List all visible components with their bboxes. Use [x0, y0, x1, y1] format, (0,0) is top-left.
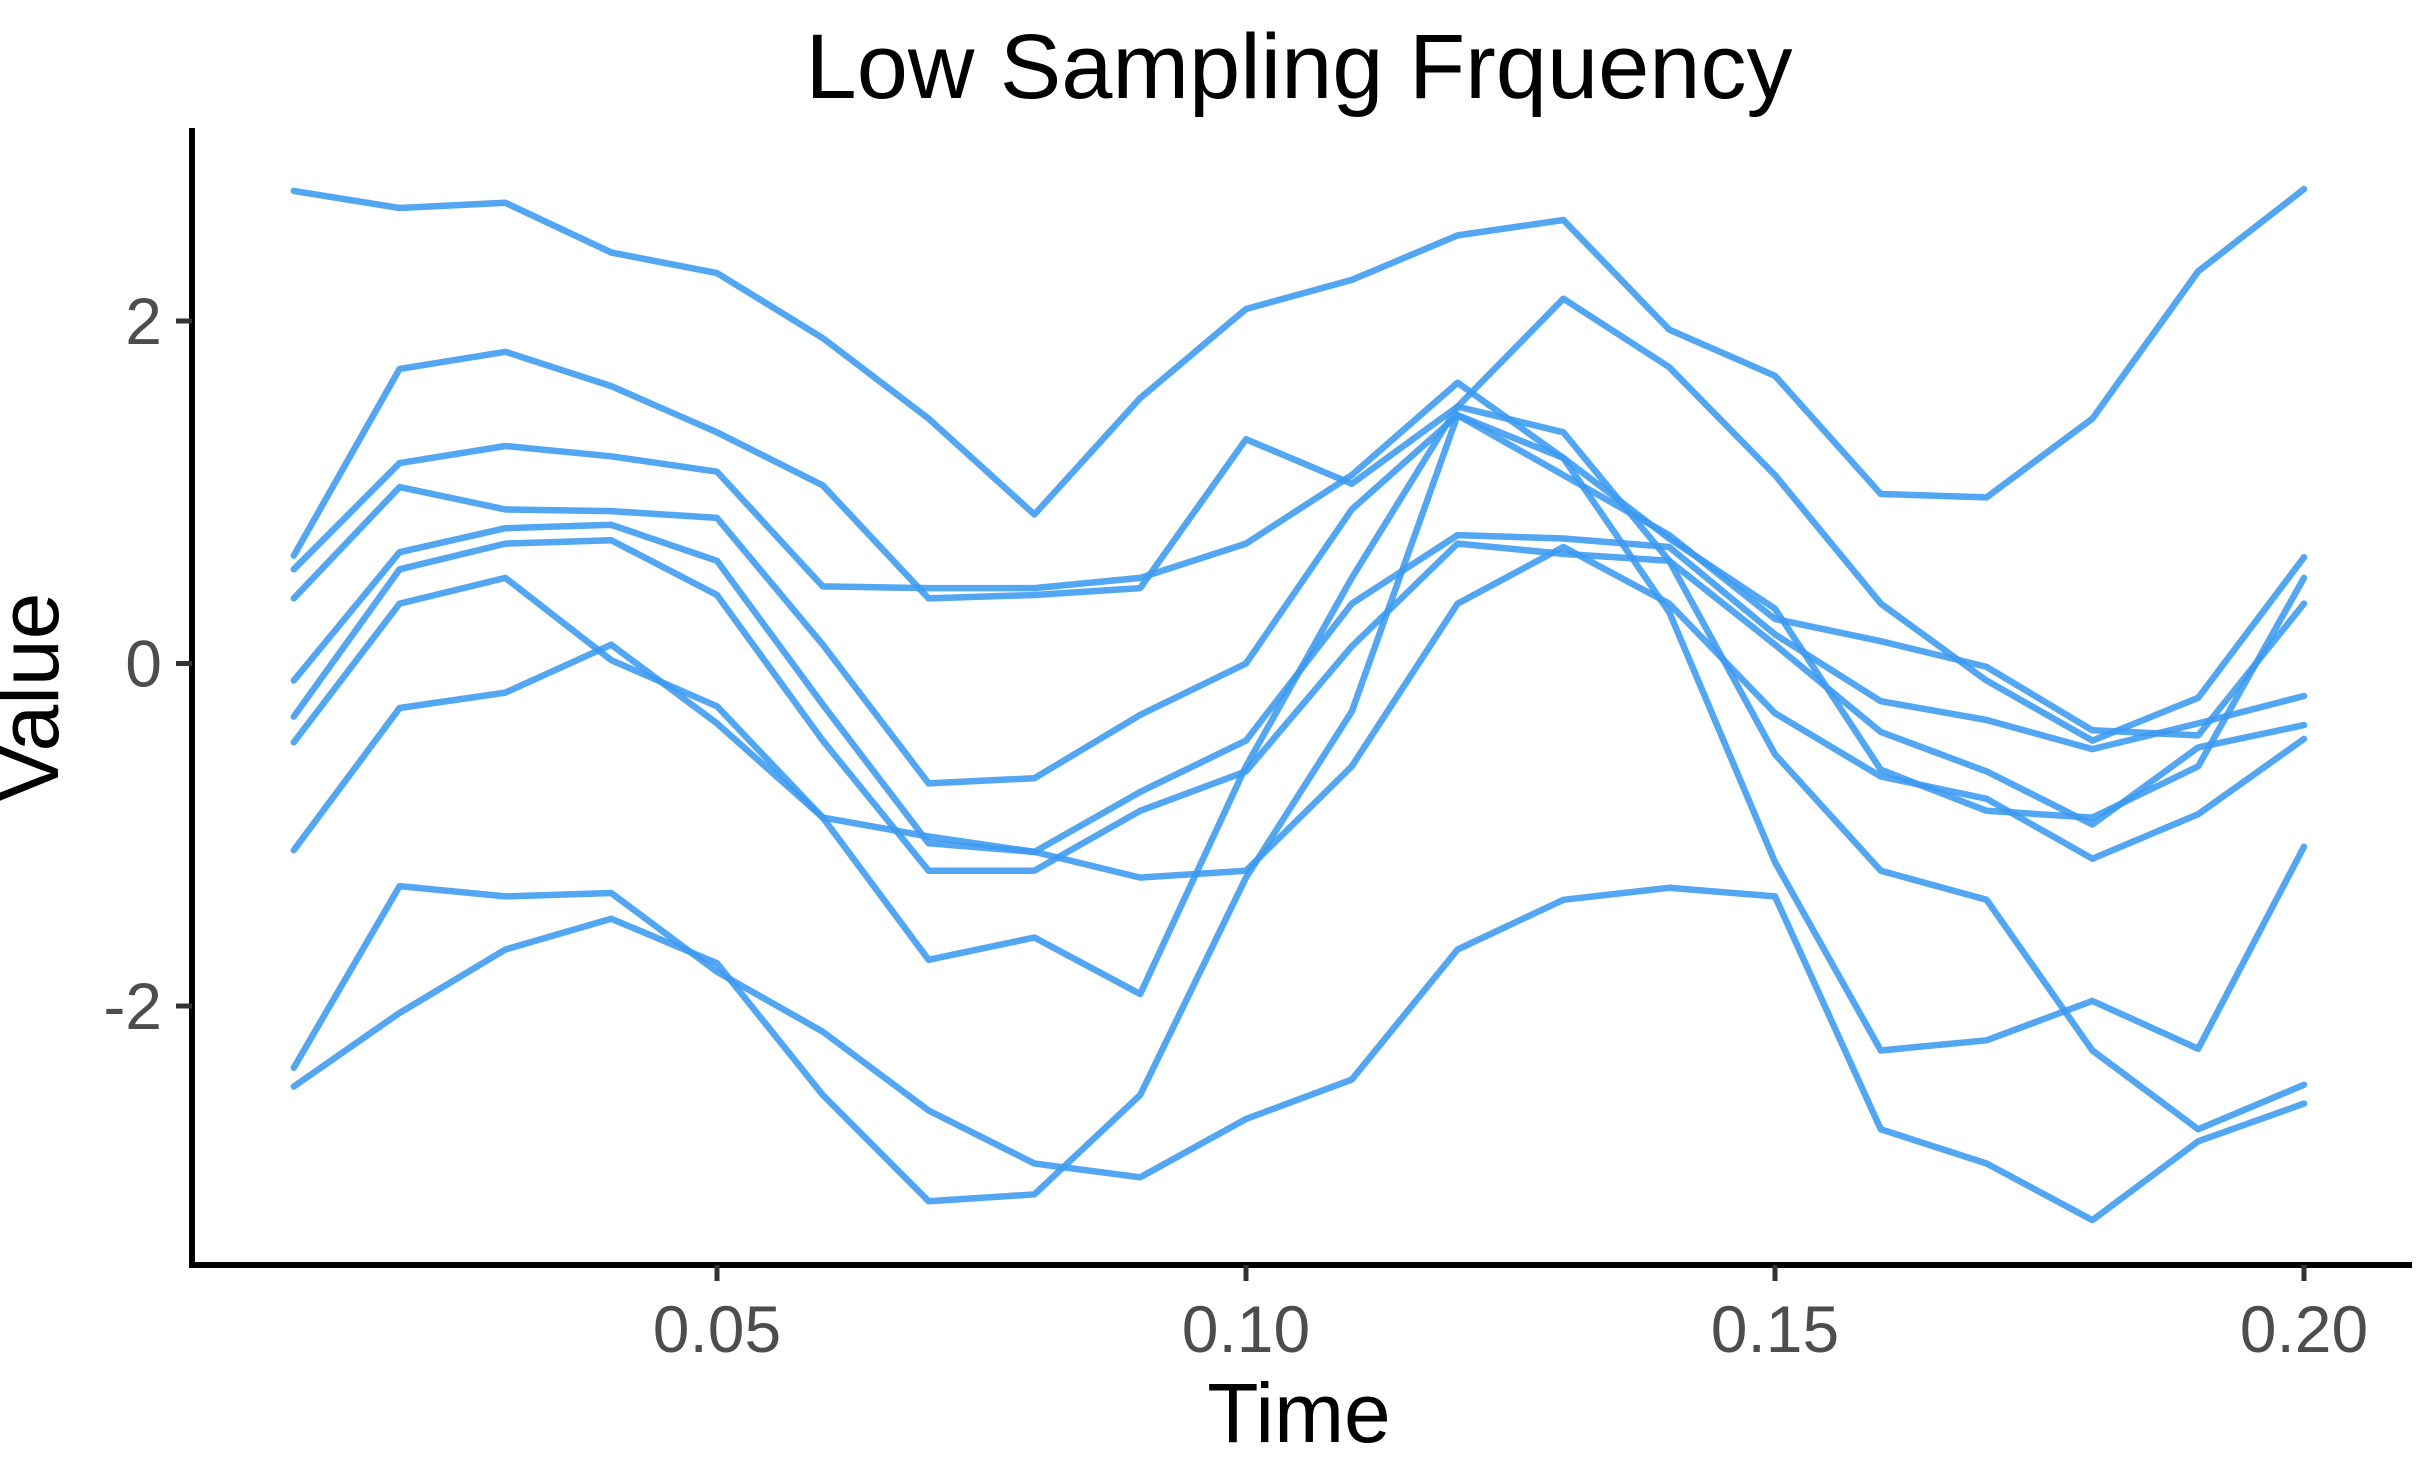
- series-lines: [290, 185, 2308, 1224]
- series-9-line: [290, 882, 2308, 1224]
- y-tick-label: 0: [125, 627, 162, 701]
- series-4-line: [290, 411, 2308, 787]
- y-axis-ticks: 2 0 -2: [103, 284, 192, 1043]
- x-tick-label: 0.05: [653, 1292, 781, 1366]
- chart-title: Low Sampling Frquency: [806, 16, 1793, 118]
- x-tick-label: 0.20: [2240, 1292, 2368, 1366]
- x-axis-ticks: 0.05 0.10 0.15 0.20: [653, 1265, 2368, 1366]
- y-tick-label: -2: [103, 969, 162, 1043]
- series-3-line: [290, 379, 2308, 821]
- series-6-line: [290, 536, 2308, 874]
- y-tick-label: 2: [125, 284, 162, 358]
- series-1-line: [290, 185, 2308, 518]
- y-axis-title: Value: [0, 593, 76, 802]
- x-tick-label: 0.10: [1182, 1292, 1310, 1366]
- x-axis-title: Time: [1207, 1366, 1391, 1460]
- series-2-line: [290, 295, 2308, 744]
- series-8-line: [290, 403, 2308, 1133]
- series-7-line: [290, 543, 2308, 881]
- series-10-line: [290, 411, 2308, 1205]
- x-tick-label: 0.15: [1711, 1292, 1839, 1366]
